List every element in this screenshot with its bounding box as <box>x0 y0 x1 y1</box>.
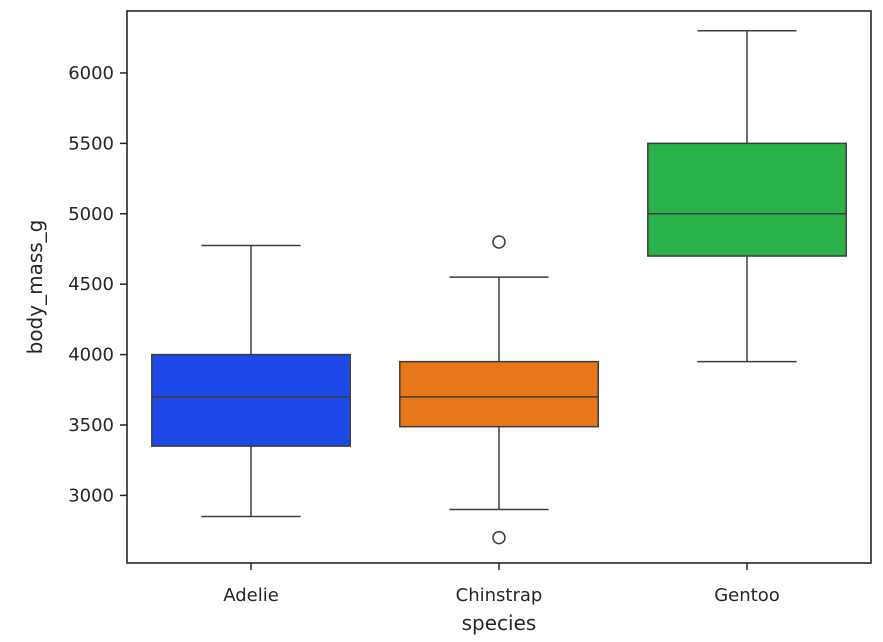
x-axis: Adelie Chinstrap Gentoo <box>223 563 780 606</box>
y-axis: 3000 3500 4000 4500 5000 5500 6000 <box>68 63 127 506</box>
box-iqr <box>151 353 351 447</box>
y-tick-label: 3000 <box>68 485 114 506</box>
y-axis-label: body_mass_g <box>23 220 47 355</box>
y-tick-label: 6000 <box>68 63 114 84</box>
outlier-point <box>492 530 506 545</box>
box-iqr <box>399 360 599 428</box>
outlier-point <box>492 235 506 249</box>
y-tick-label: 5500 <box>68 133 114 154</box>
x-tick-label: Adelie <box>223 585 279 606</box>
y-tick-label: 4000 <box>68 345 114 366</box>
x-tick-label: Chinstrap <box>456 585 543 606</box>
x-axis-label: species <box>462 611 537 635</box>
x-tick-label: Gentoo <box>714 585 780 606</box>
boxes-layer <box>151 29 847 545</box>
y-tick-label: 4500 <box>68 274 114 295</box>
box-group-chinstrap <box>399 235 599 545</box>
box-iqr <box>647 142 847 257</box>
box-group-gentoo <box>647 29 847 363</box>
box-group-adelie <box>151 244 351 518</box>
y-tick-label: 5000 <box>68 204 114 225</box>
y-tick-label: 3500 <box>68 415 114 436</box>
